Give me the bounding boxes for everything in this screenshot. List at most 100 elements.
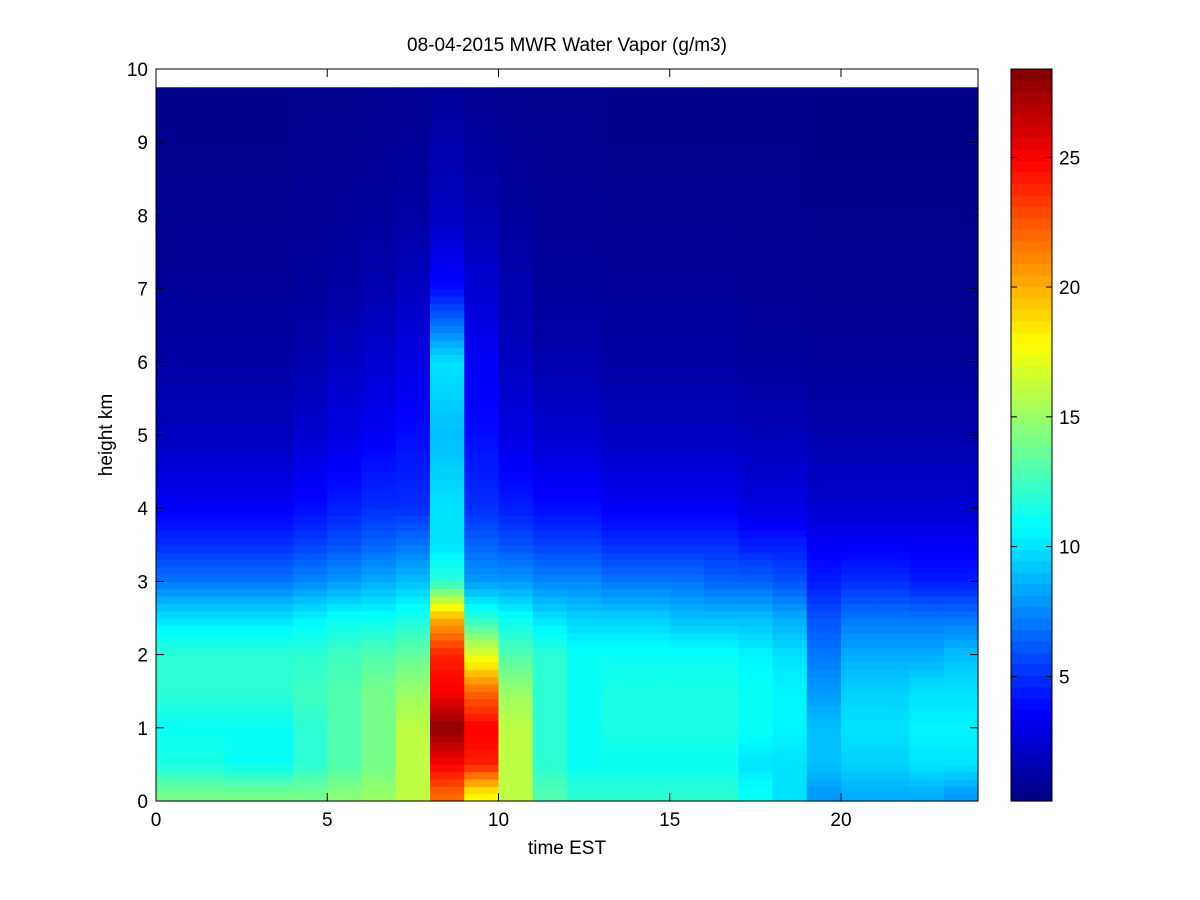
heatmap-cell xyxy=(704,727,739,736)
heatmap-cell xyxy=(361,222,397,231)
heatmap-cell xyxy=(258,435,294,443)
heatmap-cell xyxy=(875,537,911,546)
heatmap-cell xyxy=(430,244,465,253)
heatmap-cell xyxy=(704,295,739,304)
heatmap-cell xyxy=(669,369,705,378)
y-tick-label: 3 xyxy=(137,572,148,593)
heatmap-cell xyxy=(669,244,705,253)
heatmap-cell xyxy=(430,654,465,663)
heatmap-cell xyxy=(293,610,328,619)
heatmap-cell xyxy=(361,449,397,458)
heatmap-cell xyxy=(532,603,568,612)
heatmap-cell xyxy=(567,427,602,436)
heatmap-cell xyxy=(738,522,774,531)
heatmap-cell xyxy=(806,369,842,378)
heatmap-cell xyxy=(601,273,637,282)
heatmap-cell xyxy=(361,171,397,180)
heatmap-cell xyxy=(430,332,465,341)
heatmap-cell xyxy=(361,200,397,209)
heatmap-cell xyxy=(806,603,842,612)
heatmap-cell xyxy=(738,661,774,670)
heatmap-cell xyxy=(601,742,637,751)
heatmap-cell xyxy=(224,413,260,421)
heatmap-cell xyxy=(601,354,637,363)
heatmap-cell xyxy=(909,544,945,553)
heatmap-cell xyxy=(875,683,911,692)
heatmap-cell xyxy=(669,727,705,736)
heatmap-cell xyxy=(635,339,671,348)
heatmap-cell xyxy=(327,456,363,465)
heatmap-cell xyxy=(464,515,500,524)
heatmap-cell xyxy=(293,222,328,231)
heatmap-cell xyxy=(875,486,911,495)
heatmap-cell xyxy=(156,610,191,619)
heatmap-cell xyxy=(669,303,705,312)
heatmap-cell xyxy=(498,713,534,722)
heatmap-cell xyxy=(635,405,671,414)
heatmap-cell xyxy=(704,149,739,158)
heatmap-cell xyxy=(669,112,705,121)
heatmap-cell xyxy=(772,420,808,429)
heatmap-cell xyxy=(327,478,363,487)
heatmap-cell xyxy=(875,105,911,114)
heatmap-cell xyxy=(258,764,294,773)
heatmap-cell xyxy=(258,171,294,180)
heatmap-cell xyxy=(738,471,774,480)
heatmap-cell xyxy=(567,142,602,151)
heatmap-cell xyxy=(738,647,774,656)
heatmap-cell xyxy=(258,222,294,231)
heatmap-cell xyxy=(430,266,465,275)
heatmap-cell xyxy=(190,369,226,378)
heatmap-cell xyxy=(601,779,637,787)
heatmap-cell xyxy=(669,764,705,773)
heatmap-cell xyxy=(258,354,294,363)
heatmap-cell xyxy=(430,339,465,348)
heatmap-cell xyxy=(841,230,876,238)
heatmap-cell xyxy=(156,639,191,648)
heatmap-cell xyxy=(293,164,328,173)
heatmap-cell xyxy=(601,295,637,304)
heatmap-cell xyxy=(293,574,328,582)
heatmap-cell xyxy=(258,200,294,209)
heatmap-cell xyxy=(258,471,294,480)
heatmap-cell xyxy=(464,354,500,363)
heatmap-cell xyxy=(224,478,260,487)
heatmap-cell xyxy=(293,691,328,700)
heatmap-cell xyxy=(601,383,637,392)
colorbar-segment xyxy=(1011,515,1052,528)
heatmap-cell xyxy=(464,361,500,370)
heatmap-cell xyxy=(772,325,808,334)
heatmap-cell xyxy=(909,779,945,787)
heatmap-cell xyxy=(258,244,294,253)
heatmap-cell xyxy=(327,435,363,443)
heatmap-cell xyxy=(430,625,465,634)
heatmap-cell xyxy=(327,566,363,575)
heatmap-cell xyxy=(772,259,808,268)
heatmap-cell xyxy=(224,552,260,561)
heatmap-cell xyxy=(738,456,774,465)
heatmap-cell xyxy=(704,325,739,334)
y-tick-label: 5 xyxy=(137,426,148,447)
heatmap-cell xyxy=(327,676,363,685)
heatmap-cell xyxy=(704,632,739,641)
heatmap-cell xyxy=(567,149,602,158)
heatmap-cell xyxy=(909,764,945,773)
heatmap-cell xyxy=(601,376,637,385)
colorbar-segment xyxy=(1011,343,1052,356)
heatmap-cell xyxy=(258,215,294,224)
heatmap-cell xyxy=(395,435,431,443)
heatmap-cell xyxy=(738,193,774,202)
heatmap-cell xyxy=(806,698,842,707)
heatmap-cell xyxy=(943,339,979,348)
heatmap-cell xyxy=(772,661,808,670)
heatmap-cell xyxy=(669,574,705,582)
heatmap-cell xyxy=(909,361,945,370)
heatmap-cell xyxy=(430,273,465,282)
heatmap-cell xyxy=(669,588,705,597)
heatmap-cell xyxy=(430,486,465,495)
heatmap-cell xyxy=(738,134,774,143)
heatmap-cell xyxy=(361,464,397,473)
heatmap-cell xyxy=(190,230,226,238)
heatmap-cell xyxy=(601,112,637,121)
heatmap-cell xyxy=(464,325,500,334)
